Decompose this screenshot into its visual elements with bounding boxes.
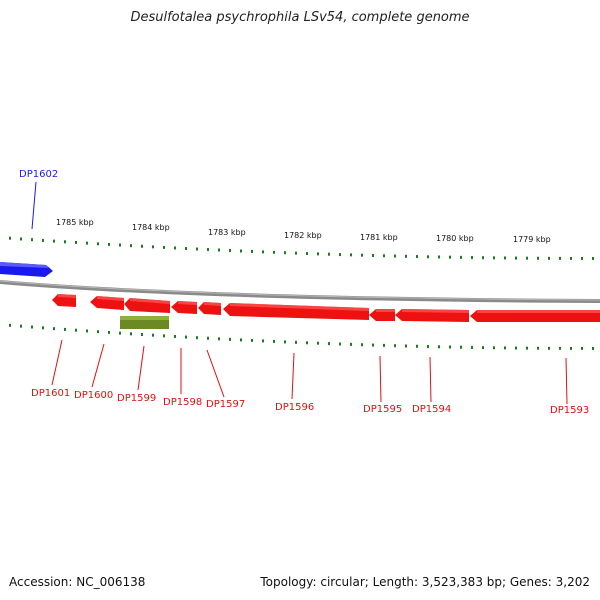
- scale-label-1783: 1783 kbp: [208, 228, 246, 237]
- gene-DP1595[interactable]: DP1595: [363, 309, 402, 415]
- gene-label-DP1594: DP1594: [412, 404, 451, 415]
- topology-text: Topology: circular; Length: 3,523,383 bp…: [260, 575, 590, 589]
- scale-ticks-inner: [9, 323, 594, 350]
- scale-label-1779: 1779 kbp: [513, 235, 551, 244]
- genome-backbone-shade: [0, 280, 600, 301]
- gene-label-DP1597: DP1597: [206, 399, 245, 410]
- scale-label-1784: 1784 kbp: [132, 223, 170, 232]
- gene-DP1602[interactable]: DP1602: [0, 169, 58, 277]
- gene-label-DP1598: DP1598: [163, 397, 202, 408]
- gene-DP1594[interactable]: DP1594: [395, 309, 469, 415]
- gene-label-DP1602: DP1602: [19, 169, 58, 180]
- gene-label-DP1596: DP1596: [275, 402, 314, 413]
- scale-label-1781: 1781 kbp: [360, 233, 398, 242]
- gene-DP1597[interactable]: DP1597: [198, 302, 245, 410]
- map-title: Desulfotalea psychrophila LSv54, complet…: [130, 10, 470, 25]
- gene-DP1593[interactable]: DP1593: [470, 310, 600, 416]
- gene-label-DP1600: DP1600: [74, 390, 113, 401]
- gene-label-DP1599: DP1599: [117, 393, 156, 404]
- gene-DP1596[interactable]: DP1596: [223, 303, 369, 413]
- accession-text: Accession: NC_006138: [9, 575, 146, 589]
- scale-label-1782: 1782 kbp: [284, 231, 322, 240]
- genome-backbone: [0, 280, 600, 303]
- scale-ticks-outer: [9, 236, 594, 260]
- scale-label-1785: 1785 kbp: [56, 218, 94, 227]
- gene-DP1600[interactable]: DP1600: [74, 296, 124, 401]
- gene-DP1599[interactable]: DP1599: [117, 298, 170, 404]
- scale-label-1780: 1780 kbp: [436, 234, 474, 243]
- gene-label-DP1593: DP1593: [550, 405, 589, 416]
- gene-highlights: [58, 294, 600, 313]
- gene-DP1601[interactable]: DP1601: [31, 294, 76, 399]
- gene-label-DP1601: DP1601: [31, 388, 70, 399]
- gene-label-DP1595: DP1595: [363, 404, 402, 415]
- feature-block[interactable]: [120, 316, 169, 329]
